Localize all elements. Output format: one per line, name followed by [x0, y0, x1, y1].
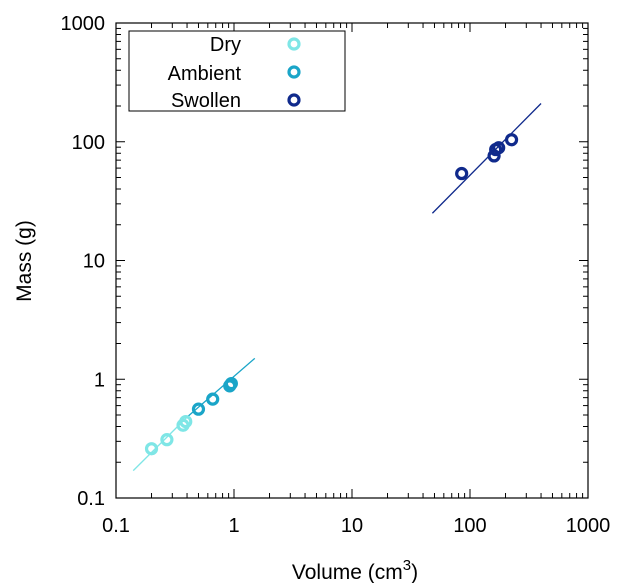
x-axis-label: Volume (cm3) — [292, 557, 418, 583]
x-axis-label-sup: 3 — [403, 557, 411, 574]
fit-line-swollen — [432, 103, 541, 213]
y-tick-label: 1 — [94, 369, 105, 391]
legend-label-swollen: Swollen — [171, 90, 241, 112]
y-tick-label: 1000 — [61, 13, 106, 35]
data-points — [147, 135, 517, 454]
fit-lines — [133, 103, 541, 470]
y-axis-label: Mass (g) — [13, 220, 36, 302]
data-point-ambient — [208, 394, 218, 404]
data-point-ambient — [193, 404, 203, 414]
x-tick-label: 100 — [453, 515, 486, 537]
x-tick-label: 10 — [341, 515, 363, 537]
x-axis-label-end: ) — [411, 561, 418, 583]
legend-label-dry: Dry — [210, 34, 241, 56]
legend: Dry Ambient Swollen — [129, 31, 345, 112]
data-point-dry — [162, 435, 172, 445]
data-point-ambient — [226, 379, 236, 389]
data-point-swollen — [457, 169, 467, 179]
y-tick-label: 10 — [83, 251, 105, 273]
y-tick-label: 100 — [72, 132, 105, 154]
data-point-dry — [147, 444, 157, 454]
x-tick-label: 1 — [228, 515, 239, 537]
legend-label-ambient: Ambient — [168, 63, 242, 85]
x-tick-label: 0.1 — [102, 515, 130, 537]
x-tick-label: 1000 — [566, 515, 611, 537]
fit-line-ambient — [187, 358, 255, 417]
y-tick-label: 0.1 — [77, 488, 105, 510]
x-axis-label-main: Volume (cm — [292, 561, 403, 583]
data-point-swollen — [507, 135, 517, 145]
